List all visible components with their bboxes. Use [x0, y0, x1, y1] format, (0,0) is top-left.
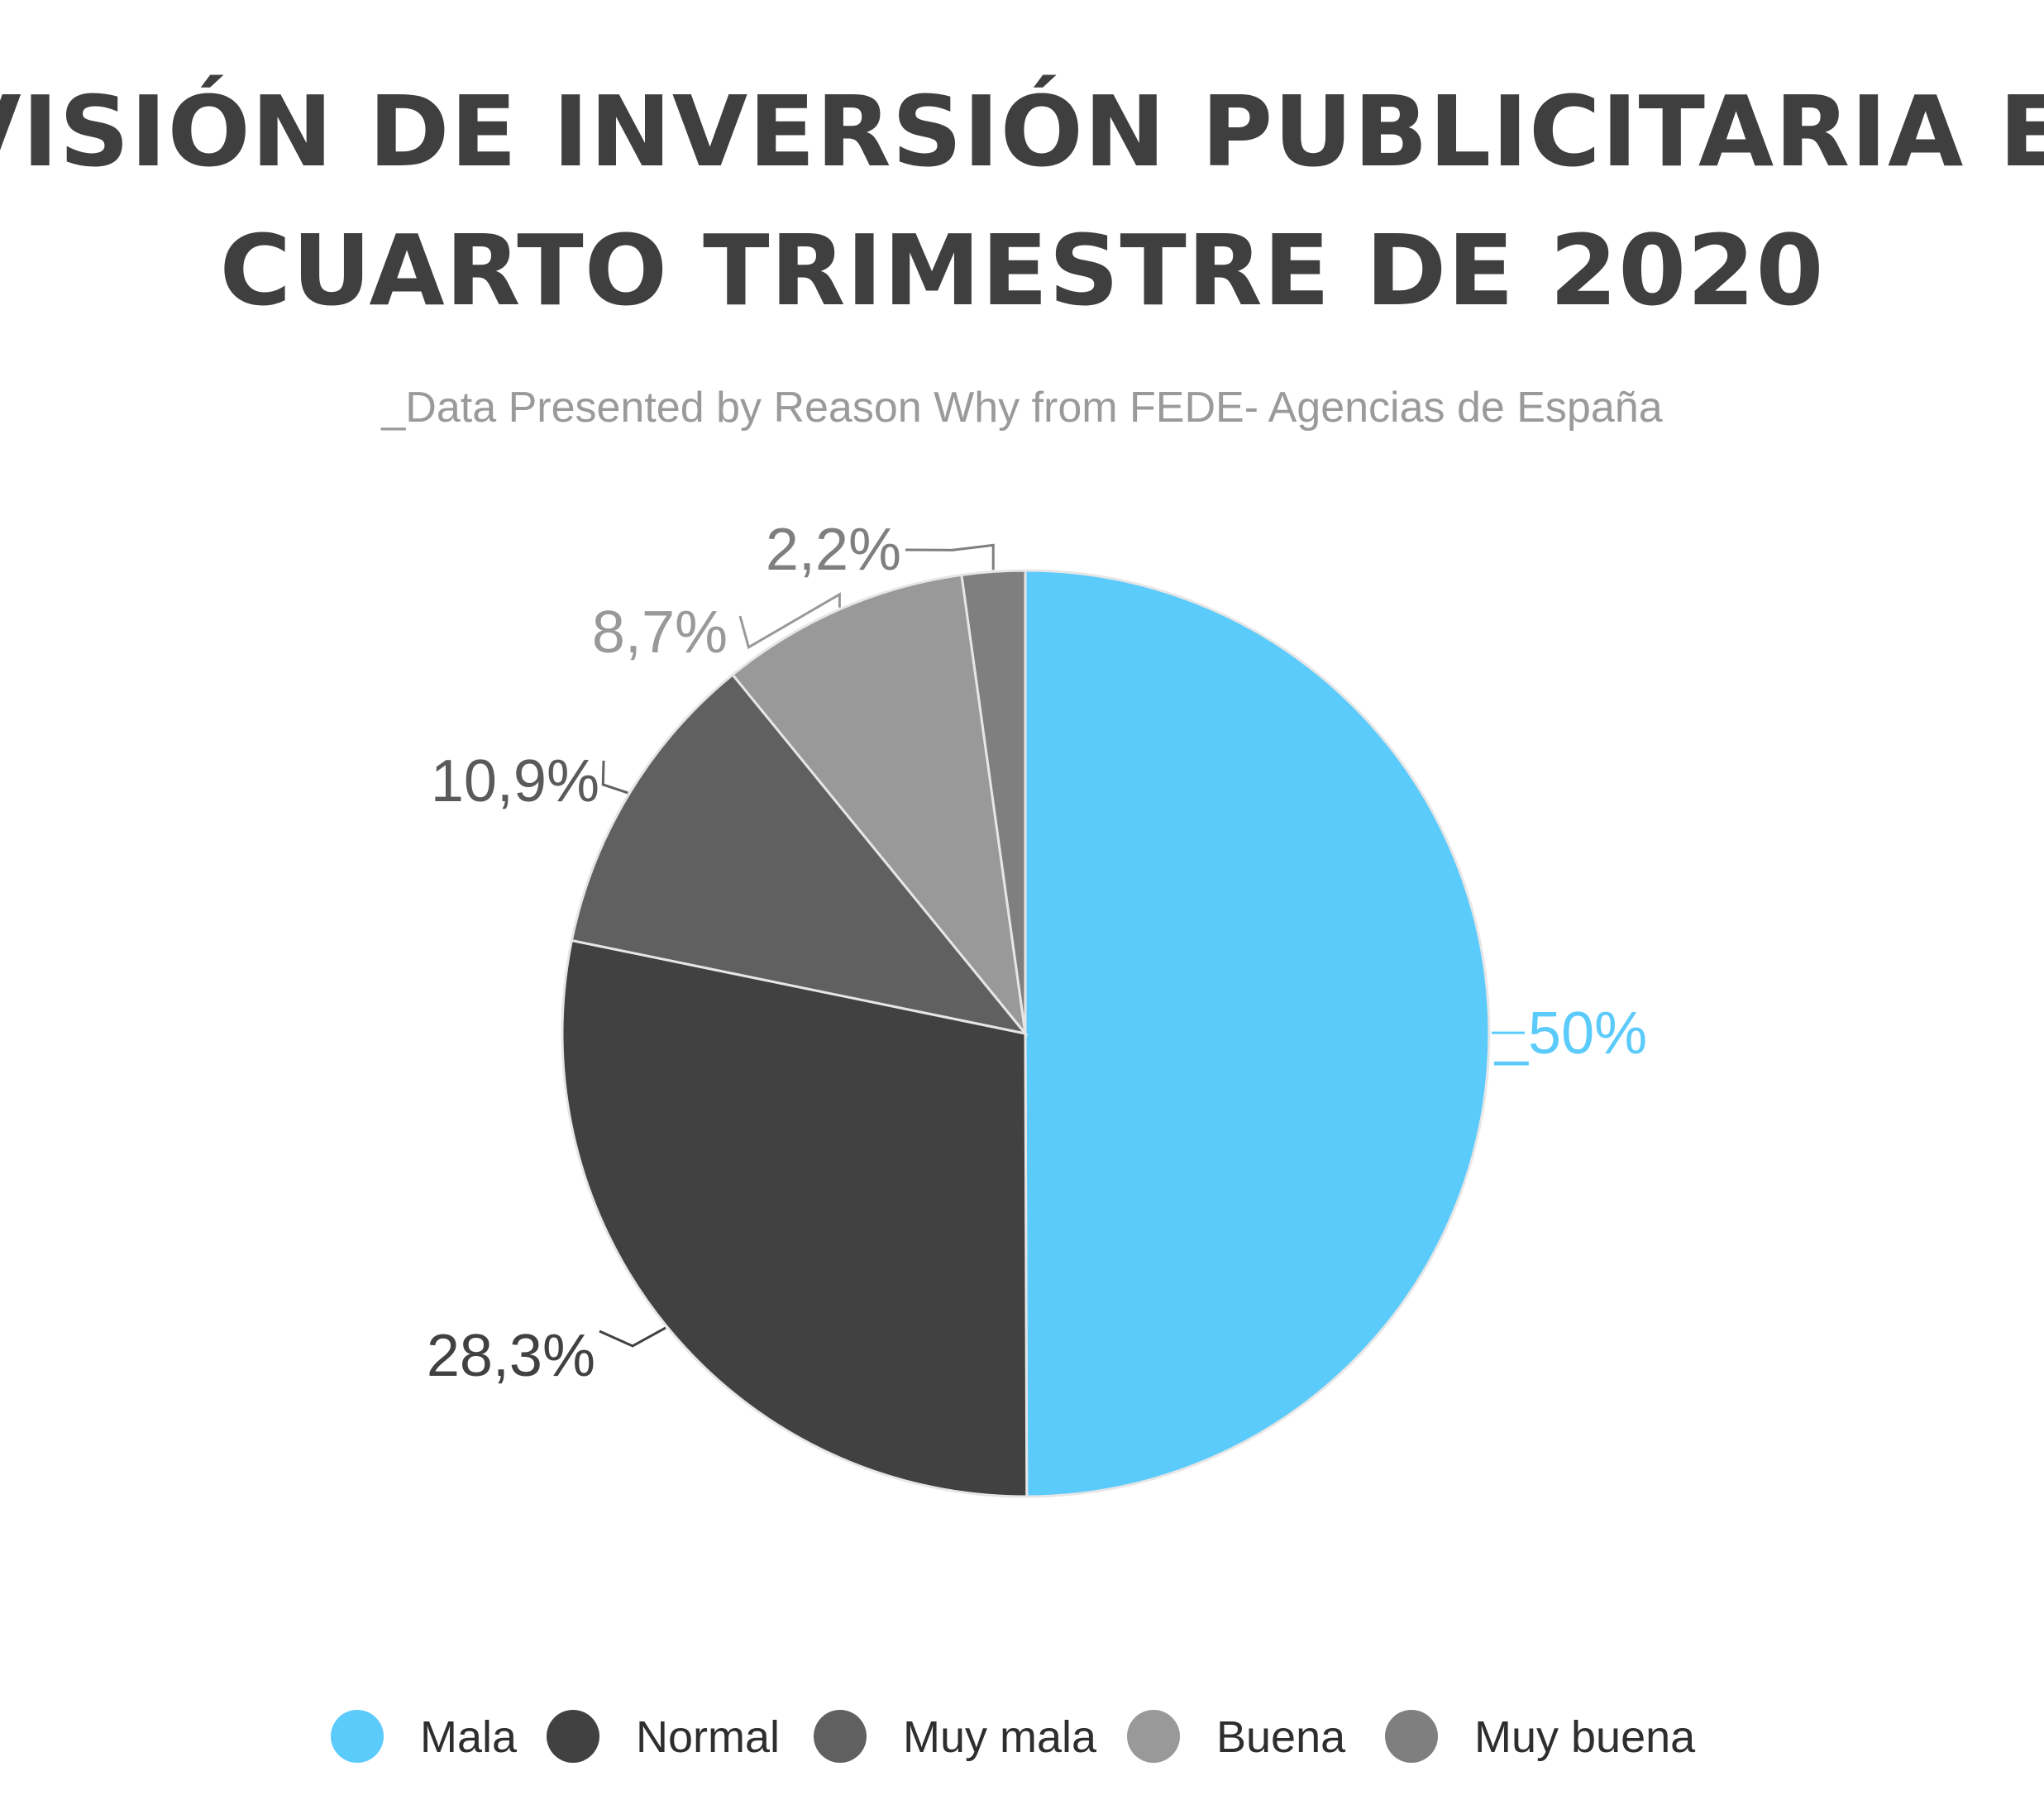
legend-item-muy-buena: Muy buena	[1385, 1710, 1696, 1763]
leader-line-muy-mala	[601, 760, 628, 795]
legend-label-mala: Mala	[420, 1712, 518, 1762]
pie-slice-muy-mala	[570, 672, 1029, 1036]
legend: Mala Normal Muy mala Buena Muy buena	[331, 1710, 1696, 1763]
legend-label-normal: Normal	[636, 1712, 780, 1762]
legend-swatch-muy-mala	[814, 1710, 867, 1763]
pie-slice-mala	[1024, 569, 1491, 1498]
legend-item-muy-mala: Muy mala	[814, 1710, 1097, 1763]
chart-title-line-2: CUARTO TRIMESTRE DE 2020	[220, 213, 1825, 327]
data-labels: _50% 28,3% 10,9% 8,7% 2,2%	[427, 517, 1647, 1389]
leader-lines	[599, 543, 1525, 1348]
pie-slices	[561, 569, 1491, 1498]
pie-slice-normal	[561, 938, 1029, 1498]
chart-title-line-1: PREVISIÓN DE INVERSIÓN PUBLICITARIA EN E…	[0, 74, 2044, 189]
leader-line-muy-buena	[905, 543, 995, 571]
pie-slice-muy-buena	[960, 569, 1027, 1034]
chart-subtitle: _Data Presented by Reason Why from FEDE-…	[380, 384, 1662, 432]
data-label-muy-buena: 2,2%	[766, 517, 901, 583]
legend-swatch-muy-buena	[1385, 1710, 1438, 1763]
leader-line-normal	[599, 1326, 666, 1348]
legend-swatch-normal	[547, 1710, 599, 1763]
pie-slice-buena	[730, 573, 1028, 1038]
data-label-buena: 8,7%	[592, 599, 728, 666]
legend-swatch-mala	[331, 1710, 384, 1763]
legend-label-buena: Buena	[1216, 1712, 1346, 1762]
leader-line-buena	[738, 592, 841, 650]
data-label-muy-mala: 10,9%	[431, 748, 599, 814]
legend-swatch-buena	[1127, 1710, 1180, 1763]
legend-label-muy-buena: Muy buena	[1474, 1712, 1696, 1762]
data-label-normal: 28,3%	[427, 1323, 595, 1389]
data-label-mala: _50%	[1493, 1000, 1647, 1067]
legend-item-mala: Mala	[331, 1710, 518, 1763]
legend-label-muy-mala: Muy mala	[903, 1712, 1097, 1762]
legend-item-normal: Normal	[547, 1710, 780, 1763]
legend-item-buena: Buena	[1127, 1710, 1346, 1763]
